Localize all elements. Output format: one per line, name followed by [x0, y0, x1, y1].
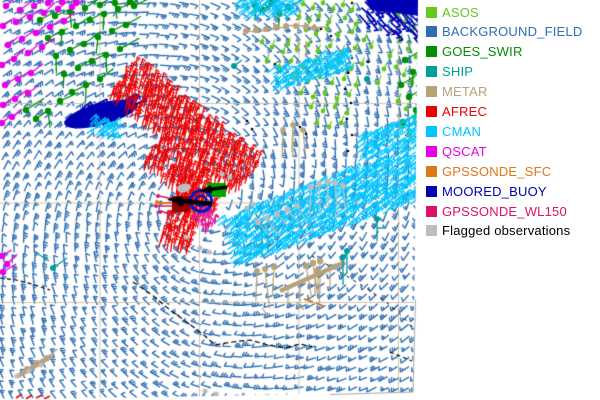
legend-swatch-metar [426, 86, 437, 98]
legend-item-background-field: BACKGROUND_FIELD [426, 24, 582, 40]
legend-label-asos: ASOS [442, 4, 479, 20]
legend-label-flagged: Flagged observations [442, 223, 571, 239]
legend-item-goes-swir: GOES_SWIR [426, 44, 523, 60]
legend-item-gpssonde-sfc: GPSSONDE_SFC [426, 163, 551, 179]
legend-label-metar: METAR [442, 84, 488, 100]
legend-item-metar: METAR [426, 84, 488, 100]
legend-item-gpssonde-wl150: GPSSONDE_WL150 [426, 203, 567, 219]
legend-swatch-moored-buoy [426, 185, 437, 197]
legend-swatch-asos [426, 6, 437, 18]
legend-item-flagged: Flagged observations [426, 223, 570, 239]
legend-label-gpssonde-sfc: GPSSONDE_SFC [442, 163, 552, 179]
legend-item-moored-buoy: MOORED_BUOY [426, 183, 547, 199]
legend-label-cman: CMAN [442, 123, 482, 139]
legend-swatch-gpssonde-wl150 [426, 205, 437, 217]
legend-label-goes-swir: GOES_SWIR [442, 44, 523, 60]
legend-swatch-flagged [426, 225, 437, 237]
wind-barb-map-canvas [0, 0, 420, 400]
legend-item-afrec: AFREC [426, 104, 487, 120]
legend-item-ship: SHIP [426, 64, 473, 80]
legend-swatch-qscat [426, 145, 437, 157]
legend-swatch-cman [426, 125, 437, 137]
legend-swatch-background-field [426, 26, 437, 38]
legend-swatch-goes-swir [426, 46, 437, 58]
legend-label-background-field: BACKGROUND_FIELD [442, 24, 583, 40]
legend-swatch-ship [426, 66, 437, 78]
legend-item-cman: CMAN [426, 123, 481, 139]
legend-item-qscat: QSCAT [426, 143, 487, 159]
legend-item-asos: ASOS [426, 4, 479, 20]
legend-label-gpssonde-wl150: GPSSONDE_WL150 [442, 203, 567, 219]
legend-swatch-afrec [426, 106, 437, 117]
legend-label-afrec: AFREC [442, 104, 488, 119]
legend-swatch-gpssonde-sfc [426, 165, 437, 177]
legend: ASOS BACKGROUND_FIELD GOES_SWIR SHIP METAR AF… [426, 0, 600, 400]
legend-label-ship: SHIP [442, 64, 474, 80]
legend-label-moored-buoy: MOORED_BUOY [442, 183, 547, 199]
legend-label-qscat: QSCAT [442, 143, 487, 159]
